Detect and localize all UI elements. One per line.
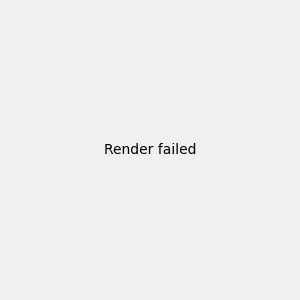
Text: Render failed: Render failed <box>104 143 196 157</box>
